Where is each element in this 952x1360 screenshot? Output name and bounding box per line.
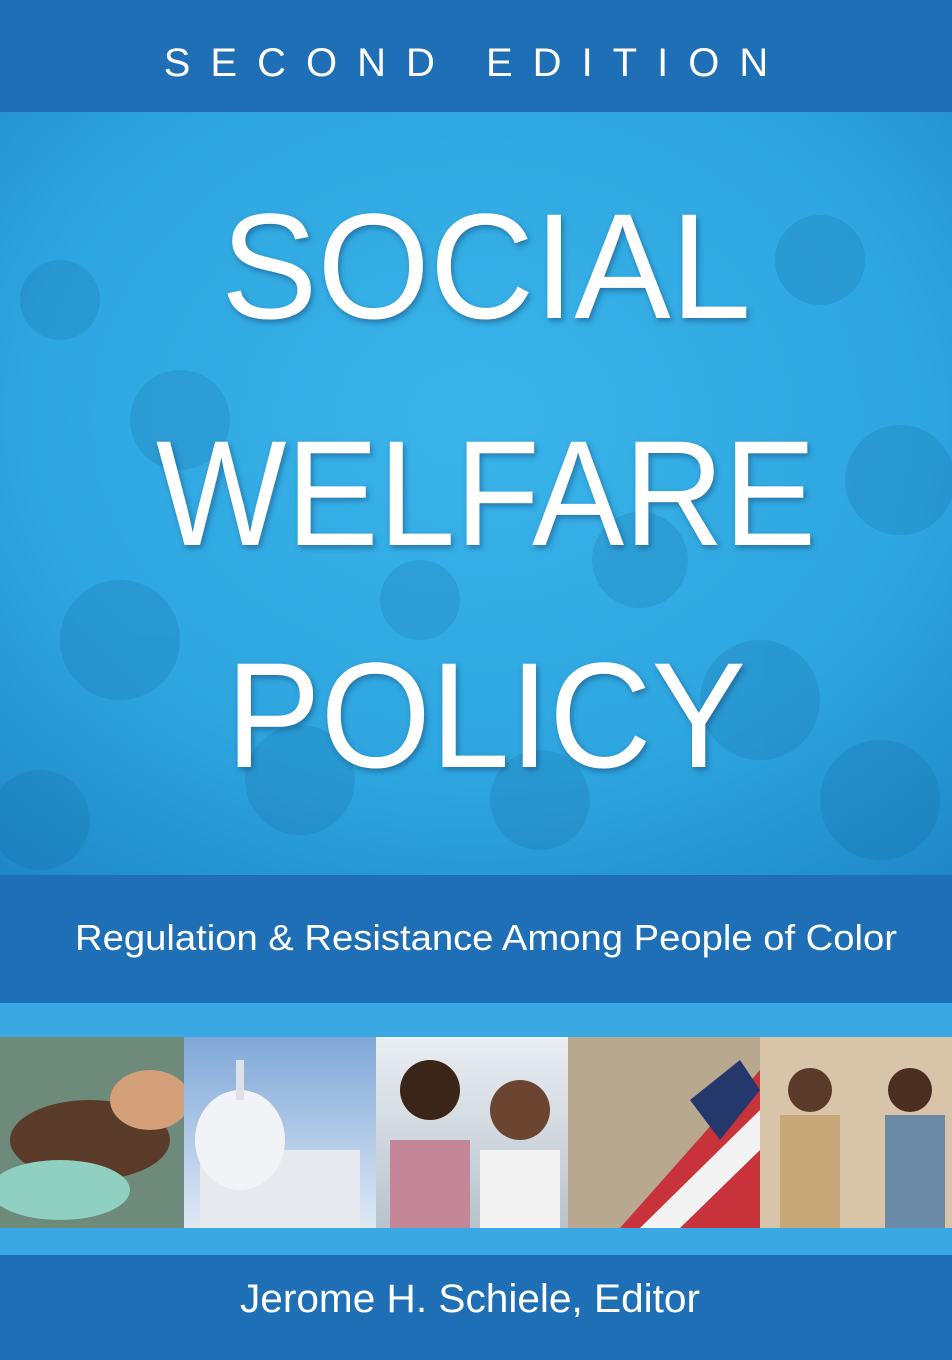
photo-strip (0, 1037, 952, 1228)
editor: Jerome H. Schiele, Editor (240, 1277, 700, 1321)
subtitle: Regulation & Resistance Among People of … (75, 917, 897, 958)
subtitle-band (0, 875, 952, 1003)
top-band (0, 0, 952, 112)
stripe (0, 1228, 952, 1255)
crowd-background (0, 112, 952, 875)
title-line: POLICY (226, 631, 746, 799)
edition: SECOND EDITION (164, 41, 788, 85)
title-line: WELFARE (156, 409, 816, 577)
title-line: SOCIAL (221, 182, 751, 350)
stripe (0, 1003, 952, 1037)
bottom-band (0, 1255, 952, 1360)
crowd-texture (0, 215, 952, 870)
